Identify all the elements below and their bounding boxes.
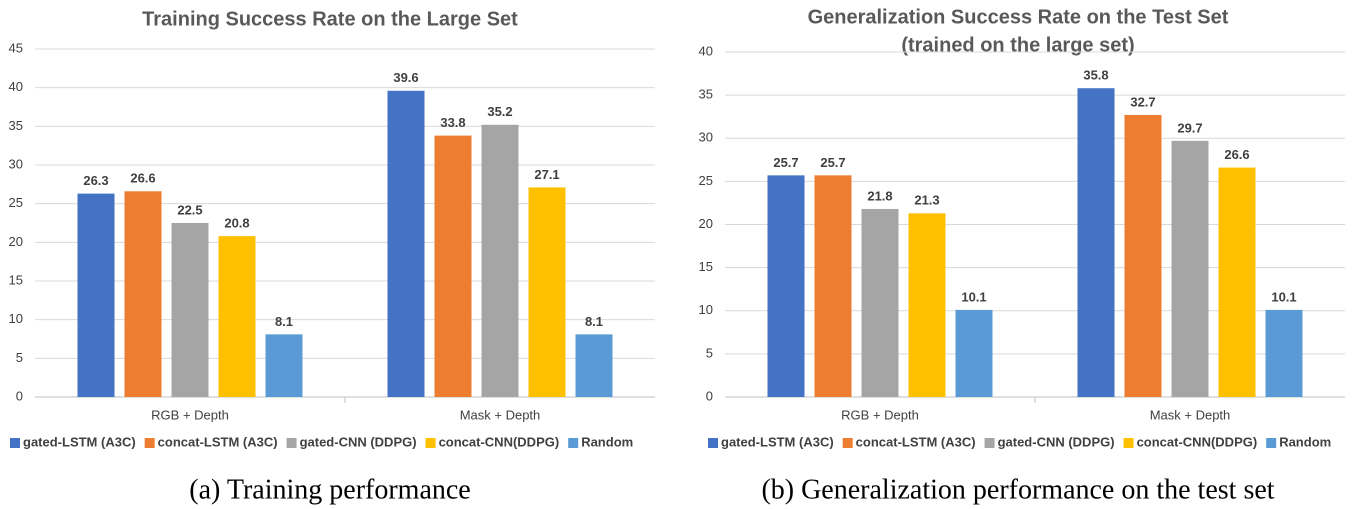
y-tick-label: 25 xyxy=(9,195,23,210)
y-tick-label: 25 xyxy=(699,173,713,188)
value-label: 22.5 xyxy=(177,202,202,217)
bar xyxy=(77,193,115,397)
caption: (b) Generalization performance on the te… xyxy=(761,474,1274,505)
chart-subtitle: (trained on the large set) xyxy=(901,34,1134,56)
bar xyxy=(1124,114,1162,398)
y-tick-label: 5 xyxy=(706,345,713,360)
y-tick-label: 10 xyxy=(699,302,713,317)
legend-swatch xyxy=(708,438,718,448)
y-tick-label: 0 xyxy=(706,388,713,403)
legend-swatch xyxy=(568,438,579,448)
legend-swatch xyxy=(1123,438,1134,448)
x-tick-label: Mask + Depth xyxy=(1150,407,1231,422)
y-tick-label: 30 xyxy=(9,156,23,171)
bar xyxy=(434,135,472,397)
legend-label: Random xyxy=(581,434,633,449)
value-label: 26.6 xyxy=(130,171,155,186)
bar xyxy=(218,236,256,397)
value-label: 26.3 xyxy=(83,173,108,188)
value-label: 35.8 xyxy=(1083,68,1108,83)
x-tick-label: RGB + Depth xyxy=(151,407,229,422)
y-tick-label: 35 xyxy=(699,87,713,102)
value-label: 10.1 xyxy=(961,289,986,304)
y-tick-label: 15 xyxy=(9,272,23,287)
bar xyxy=(171,223,209,397)
bar xyxy=(908,213,946,397)
legend-label: concat-CNN(DDPG) xyxy=(1137,434,1258,449)
bar xyxy=(814,175,852,397)
y-tick-label: 0 xyxy=(16,388,23,403)
legend-swatch xyxy=(1266,438,1277,448)
bar xyxy=(1171,140,1209,397)
bar xyxy=(528,187,566,397)
legend-label: Random xyxy=(1279,434,1331,449)
legend-label: concat-LSTM (A3C) xyxy=(158,434,278,449)
y-tick-label: 40 xyxy=(9,79,23,94)
value-label: 26.6 xyxy=(1224,147,1249,162)
bar xyxy=(1218,167,1256,397)
value-label: 39.6 xyxy=(393,70,418,85)
x-tick-label: Mask + Depth xyxy=(460,407,541,422)
y-tick-label: 45 xyxy=(9,40,23,55)
value-label: 20.8 xyxy=(224,216,249,231)
bar xyxy=(575,334,613,397)
legend-swatch xyxy=(10,438,20,448)
legend-swatch xyxy=(286,438,297,448)
value-label: 8.1 xyxy=(585,314,603,329)
bar xyxy=(1265,309,1303,397)
x-tick-label: RGB + Depth xyxy=(841,407,919,422)
value-label: 27.1 xyxy=(534,167,559,182)
bar xyxy=(124,191,162,397)
y-tick-label: 20 xyxy=(9,234,23,249)
value-label: 35.2 xyxy=(487,104,512,119)
caption: (a) Training performance xyxy=(189,474,470,505)
legend-label: gated-LSTM (A3C) xyxy=(23,434,136,449)
legend-swatch xyxy=(984,438,995,448)
bar xyxy=(265,334,303,397)
y-tick-label: 40 xyxy=(699,43,713,58)
value-label: 8.1 xyxy=(275,314,293,329)
value-label: 29.7 xyxy=(1177,120,1202,135)
legend-swatch xyxy=(144,438,155,448)
y-tick-label: 10 xyxy=(9,311,23,326)
legend-label: gated-CNN (DDPG) xyxy=(300,434,417,449)
legend-label: gated-CNN (DDPG) xyxy=(998,434,1115,449)
legend-swatch xyxy=(425,438,436,448)
legend-label: concat-CNN(DDPG) xyxy=(439,434,560,449)
value-label: 21.3 xyxy=(914,193,939,208)
legend-label: concat-LSTM (A3C) xyxy=(856,434,976,449)
bar xyxy=(387,90,425,397)
chart-title: Training Success Rate on the Large Set xyxy=(142,8,518,30)
legend-swatch xyxy=(842,438,853,448)
legend-label: gated-LSTM (A3C) xyxy=(721,434,834,449)
bar xyxy=(481,124,519,397)
bar xyxy=(861,208,899,397)
value-label: 21.8 xyxy=(867,188,892,203)
chart-title: Generalization Success Rate on the Test … xyxy=(808,6,1229,28)
y-tick-label: 35 xyxy=(9,118,23,133)
value-label: 25.7 xyxy=(773,155,798,170)
y-tick-label: 5 xyxy=(16,350,23,365)
y-tick-label: 15 xyxy=(699,259,713,274)
bar xyxy=(1077,88,1115,397)
bar xyxy=(767,175,805,397)
value-label: 33.8 xyxy=(440,115,465,130)
value-label: 25.7 xyxy=(820,155,845,170)
y-tick-label: 30 xyxy=(699,130,713,145)
value-label: 10.1 xyxy=(1271,289,1296,304)
y-tick-label: 20 xyxy=(699,216,713,231)
bar xyxy=(955,309,993,397)
value-label: 32.7 xyxy=(1130,94,1155,109)
